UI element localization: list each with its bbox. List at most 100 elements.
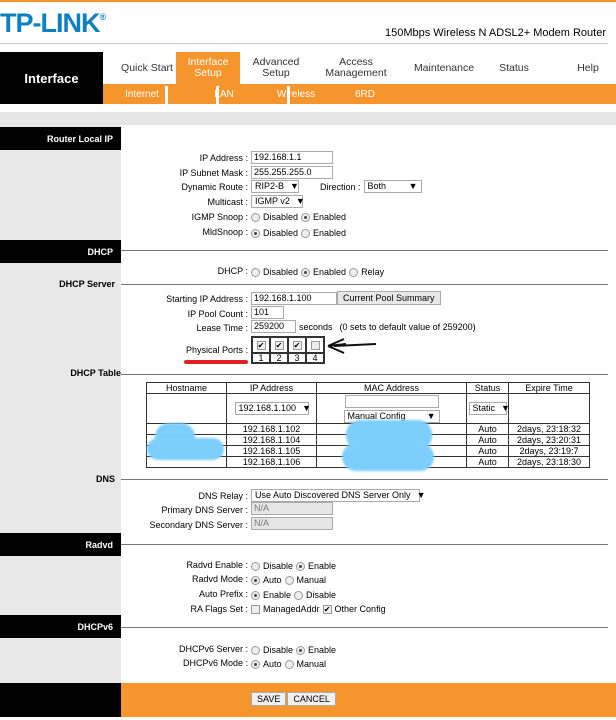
prefix-enable-radio[interactable] [251, 590, 260, 600]
tab-access-management[interactable]: Access Management [325, 56, 387, 79]
managed-addr-checkbox[interactable] [251, 604, 260, 614]
chevron-down-icon: ▼ [501, 403, 510, 413]
status-select[interactable]: Static ▼ [468, 402, 510, 415]
physical-ports-label: Physical Ports : [185, 345, 248, 355]
divider [0, 43, 608, 44]
dhcp-label: DHCP : [217, 266, 248, 276]
primary-dns-input[interactable]: N/A [251, 502, 333, 515]
radvd-auto-radio[interactable] [251, 575, 260, 585]
option-label: Enable [263, 590, 292, 600]
pool-count-label: IP Pool Count : [187, 309, 248, 319]
ip-address-label: IP Address : [199, 153, 248, 163]
dns-relay-select[interactable]: Use Auto Discovered DNS Server Only ▼ [251, 489, 425, 502]
ip-address-input[interactable]: 192.168.1.1 [251, 151, 333, 164]
section-dns: DNS [95, 474, 115, 484]
multicast-select[interactable]: IGMP v2 ▼ [251, 195, 305, 208]
option-label: Enabled [313, 267, 347, 277]
option-label: Manual [296, 659, 327, 669]
ra-flags-label: RA Flags Set : [190, 604, 248, 614]
option-label: Disabled [263, 228, 299, 238]
footer-left [0, 683, 121, 717]
sub-navigation [103, 84, 616, 104]
divider [287, 86, 290, 104]
tab-help[interactable]: Help [577, 61, 599, 74]
port-4-checkbox[interactable] [310, 340, 320, 350]
mac-input[interactable] [344, 394, 439, 408]
subtab-6rd[interactable]: 6RD [354, 88, 375, 100]
dhcp-enabled-radio[interactable] [301, 267, 311, 277]
section-dhcp-server: DHCP Server [59, 279, 115, 289]
save-button[interactable]: SAVE [251, 692, 287, 706]
mld-disabled-radio[interactable] [251, 228, 260, 238]
red-underline-annotation [184, 360, 248, 364]
subtab-internet[interactable]: Internet [125, 88, 159, 100]
model-name: 150Mbps Wireless N ADSL2+ Modem Router [384, 27, 606, 39]
direction-select[interactable]: Both ▼ [363, 180, 422, 193]
cancel-button[interactable]: CANCEL [287, 692, 336, 706]
mld-enabled-radio[interactable] [301, 228, 311, 238]
chevron-down-icon: ▼ [302, 403, 311, 413]
auto-prefix-label: Auto Prefix : [198, 589, 248, 599]
arrow-annotation-icon [327, 338, 377, 354]
tab-advanced-setup[interactable]: Advanced Setup [252, 56, 300, 79]
lease-unit: seconds [299, 321, 333, 332]
tab-maintenance[interactable]: Maintenance [413, 61, 475, 74]
starting-ip-input[interactable]: 192.168.1.100 [251, 291, 337, 305]
column-header: Hostname [146, 382, 227, 394]
secondary-dns-input[interactable]: N/A [251, 517, 333, 530]
radvd-manual-radio[interactable] [284, 575, 294, 585]
column-header: Expire Time [508, 382, 590, 394]
current-pool-summary-button[interactable]: Current Pool Summary [337, 291, 441, 305]
chevron-down-icon: ▼ [408, 181, 418, 191]
dhcpv6-auto-radio[interactable] [251, 659, 260, 669]
radvd-mode-label: Radvd Mode : [191, 574, 248, 584]
ip-select[interactable]: 192.168.1.100 ▼ [234, 402, 311, 415]
lease-time-input[interactable]: 259200 [251, 320, 296, 333]
radvd-disable-radio[interactable] [251, 561, 260, 571]
dns-relay-label: DNS Relay : [198, 491, 248, 501]
multicast-label: Multicast : [207, 197, 248, 207]
tab-quick-start[interactable]: Quick Start [121, 61, 173, 74]
tab-status[interactable]: Status [499, 61, 529, 74]
dhcpv6-enable-radio[interactable] [296, 645, 306, 655]
top-accent-line [0, 0, 616, 2]
dhcp-disabled-radio[interactable] [251, 267, 260, 277]
spacer-band [0, 112, 616, 125]
subtab-lan[interactable]: LAN [214, 88, 234, 100]
primary-dns-label: Primary DNS Server : [161, 505, 248, 515]
lease-note: (0 sets to default value of 259200) [339, 321, 476, 332]
dhcpv6-disable-radio[interactable] [251, 645, 260, 655]
option-label: Enabled [313, 212, 347, 222]
section-title: Interface [0, 52, 103, 104]
divider [121, 479, 608, 480]
option-label: Disabled [263, 267, 299, 277]
prefix-disable-radio[interactable] [294, 590, 304, 600]
port-1-checkbox[interactable]: ✔ [256, 340, 266, 350]
redaction-blob [342, 443, 434, 471]
option-label: Disable [263, 561, 294, 571]
subtab-wireless[interactable]: Wireless [276, 88, 316, 100]
dhcp-relay-radio[interactable] [349, 267, 359, 277]
section-dhcpv6: DHCPv6 [0, 615, 121, 638]
other-config-checkbox[interactable]: ✔ [322, 604, 332, 614]
section-radvd: Radvd [0, 533, 121, 556]
igmp-snoop-label: IGMP Snoop : [191, 212, 248, 222]
port-2-checkbox[interactable]: ✔ [274, 340, 284, 350]
igmp-disabled-radio[interactable] [251, 212, 260, 222]
chevron-down-icon: ▼ [295, 196, 305, 206]
section-dhcp-table: DHCP Table [70, 368, 121, 378]
redaction-blob [147, 438, 224, 460]
subnet-mask-input[interactable]: 255.255.255.0 [251, 166, 333, 179]
port-3-checkbox[interactable]: ✔ [292, 340, 302, 350]
option-label: Disabled [263, 212, 299, 222]
dynamic-route-select[interactable]: RIP2-B ▼ [251, 180, 299, 193]
divider [121, 544, 608, 545]
direction-label: Direction : [320, 181, 361, 192]
dhcpv6-mode-label: DHCPv6 Mode : [182, 658, 248, 668]
radvd-enable-radio[interactable] [296, 561, 306, 571]
column-header: IP Address [226, 382, 317, 394]
pool-count-input[interactable]: 101 [251, 306, 284, 319]
dhcpv6-manual-radio[interactable] [284, 659, 294, 669]
igmp-enabled-radio[interactable] [301, 212, 311, 222]
tab-interface-setup[interactable]: Interface Setup [176, 52, 240, 84]
